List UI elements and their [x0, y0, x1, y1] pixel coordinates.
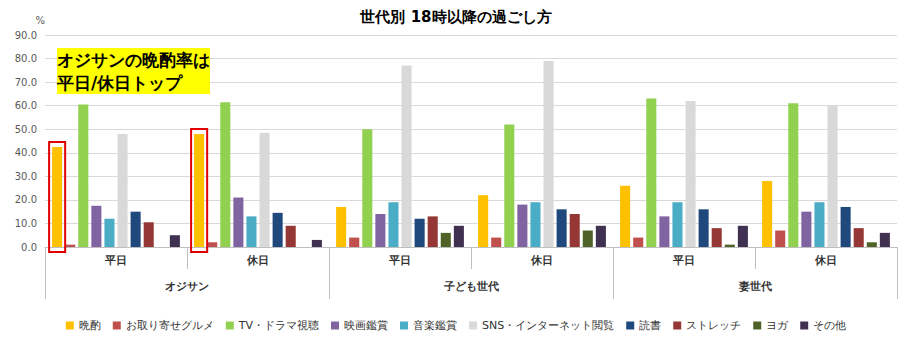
svg-text:平日: 平日	[672, 254, 695, 267]
svg-text:晩酌: 晩酌	[79, 319, 101, 332]
svg-text:40.0: 40.0	[15, 147, 37, 158]
svg-text:90.0: 90.0	[15, 30, 37, 41]
svg-text:30.0: 30.0	[15, 171, 37, 182]
svg-text:70.0: 70.0	[15, 77, 37, 88]
svg-text:世代別 18時以降の過ごし方: 世代別 18時以降の過ごし方	[359, 8, 551, 26]
svg-text:20.0: 20.0	[15, 194, 37, 205]
svg-text:平日: 平日	[388, 254, 411, 267]
svg-text:TV・ドラマ視聴: TV・ドラマ視聴	[238, 319, 319, 332]
svg-text:オジサン: オジサン	[165, 280, 209, 293]
svg-text:音楽鑑賞: 音楽鑑賞	[413, 319, 457, 332]
svg-text:ヨガ: ヨガ	[766, 319, 789, 332]
svg-text:%: %	[35, 15, 45, 26]
svg-text:読書: 読書	[639, 319, 661, 332]
svg-text:お取り寄せグルメ: お取り寄せグルメ	[126, 319, 214, 332]
svg-text:休日: 休日	[530, 254, 553, 267]
svg-text:休日: 休日	[814, 254, 837, 267]
svg-text:0.0: 0.0	[21, 242, 37, 253]
svg-text:その他: その他	[813, 319, 846, 332]
svg-text:平日: 平日	[104, 254, 127, 267]
svg-text:60.0: 60.0	[15, 100, 37, 111]
svg-text:子ども世代: 子ども世代	[443, 280, 499, 293]
svg-text:平日/休日トップ: 平日/休日トップ	[56, 73, 183, 93]
svg-text:10.0: 10.0	[15, 218, 37, 229]
svg-text:オジサンの晩酌率は: オジサンの晩酌率は	[57, 50, 210, 70]
svg-text:ストレッチ: ストレッチ	[686, 319, 741, 332]
svg-text:妻世代: 妻世代	[738, 280, 772, 293]
svg-text:SNS・インターネット閲覧: SNS・インターネット閲覧	[482, 319, 614, 332]
svg-text:80.0: 80.0	[15, 53, 37, 64]
svg-text:50.0: 50.0	[15, 124, 37, 135]
svg-text:休日: 休日	[246, 254, 269, 267]
svg-text:映画鑑賞: 映画鑑賞	[344, 319, 388, 332]
